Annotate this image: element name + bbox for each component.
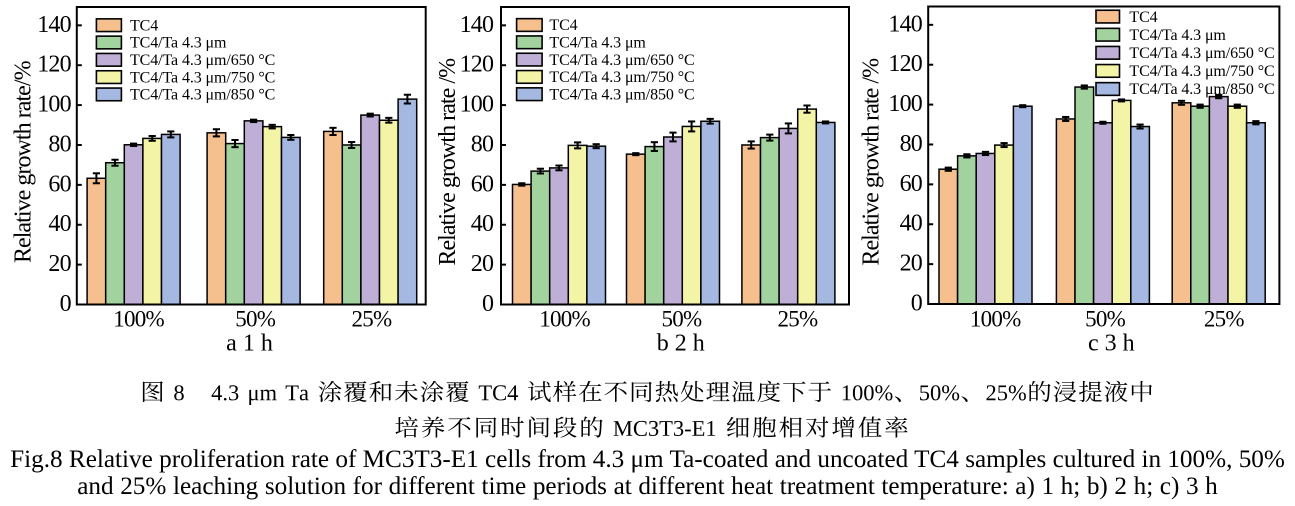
svg-text:80: 80 bbox=[471, 131, 494, 157]
svg-text:80: 80 bbox=[48, 131, 71, 157]
svg-text:40: 40 bbox=[900, 211, 923, 237]
svg-text:TC4/Ta 4.3 μm/650 °C: TC4/Ta 4.3 μm/650 °C bbox=[549, 52, 694, 69]
svg-text:140: 140 bbox=[460, 12, 494, 38]
svg-text:0: 0 bbox=[60, 291, 72, 317]
svg-text:Relative growth rate/%: Relative growth rate/% bbox=[11, 60, 37, 263]
svg-text:120: 120 bbox=[37, 52, 71, 78]
svg-text:100: 100 bbox=[888, 91, 922, 117]
svg-text:TC4/Ta 4.3 μm/850 °C: TC4/Ta 4.3 μm/850 °C bbox=[1129, 81, 1274, 98]
svg-text:140: 140 bbox=[888, 11, 922, 37]
svg-text:TC4/Ta 4.3 μm/750 °C: TC4/Ta 4.3 μm/750 °C bbox=[1129, 63, 1274, 80]
svg-text:c 3 h: c 3 h bbox=[1088, 331, 1135, 357]
svg-text:40: 40 bbox=[471, 211, 494, 237]
svg-text:100: 100 bbox=[37, 92, 71, 118]
svg-text:TC4/Ta 4.3 μm: TC4/Ta 4.3 μm bbox=[1129, 27, 1226, 44]
svg-text:20: 20 bbox=[900, 251, 923, 277]
svg-text:100%: 100% bbox=[113, 307, 164, 332]
svg-text:100: 100 bbox=[460, 92, 494, 118]
svg-text:100%: 100% bbox=[539, 307, 590, 332]
svg-text:Relative growth rate /%: Relative growth rate /% bbox=[859, 58, 885, 266]
svg-text:TC4/Ta 4.3 μm/650 °C: TC4/Ta 4.3 μm/650 °C bbox=[130, 52, 275, 69]
svg-text:TC4/Ta 4.3 μm: TC4/Ta 4.3 μm bbox=[130, 35, 227, 52]
svg-text:TC4/Ta 4.3 μm/850 °C: TC4/Ta 4.3 μm/850 °C bbox=[549, 86, 694, 103]
svg-text:20: 20 bbox=[48, 251, 71, 277]
svg-text:TC4/Ta 4.3 μm/650 °C: TC4/Ta 4.3 μm/650 °C bbox=[1129, 45, 1274, 62]
svg-text:Relative growth rate /%: Relative growth rate /% bbox=[435, 58, 461, 266]
svg-text:25%: 25% bbox=[351, 307, 392, 332]
svg-text:TC4/Ta 4.3 μm/750 °C: TC4/Ta 4.3 μm/750 °C bbox=[549, 69, 694, 86]
svg-text:b 2 h: b 2 h bbox=[657, 331, 705, 357]
svg-text:20: 20 bbox=[471, 251, 494, 277]
svg-text:TC4: TC4 bbox=[549, 17, 577, 34]
svg-text:and 25% leaching solution for: and 25% leaching solution for different … bbox=[77, 473, 1218, 500]
svg-text:50%: 50% bbox=[1085, 307, 1126, 332]
svg-text:TC4/Ta 4.3 μm: TC4/Ta 4.3 μm bbox=[549, 35, 646, 52]
svg-text:TC4/Ta 4.3 μm/750 °C: TC4/Ta 4.3 μm/750 °C bbox=[130, 69, 275, 86]
svg-text:Fig.8 Relative proliferation r: Fig.8 Relative proliferation rate of MC3… bbox=[10, 446, 1285, 473]
svg-text:40: 40 bbox=[48, 211, 71, 237]
svg-text:80: 80 bbox=[900, 131, 923, 157]
svg-text:50%: 50% bbox=[235, 307, 276, 332]
svg-text:a 1 h: a 1 h bbox=[226, 331, 273, 357]
svg-text:120: 120 bbox=[460, 52, 494, 78]
svg-text:TC4/Ta 4.3 μm/850 °C: TC4/Ta 4.3 μm/850 °C bbox=[130, 87, 275, 104]
svg-text:120: 120 bbox=[888, 51, 922, 77]
svg-text:50%: 50% bbox=[661, 307, 702, 332]
svg-text:100%: 100% bbox=[970, 307, 1021, 332]
svg-text:60: 60 bbox=[471, 171, 494, 197]
svg-text:25%: 25% bbox=[1204, 307, 1245, 332]
svg-text:TC4: TC4 bbox=[1129, 9, 1157, 26]
svg-text:0: 0 bbox=[911, 291, 923, 317]
svg-text:60: 60 bbox=[48, 171, 71, 197]
svg-text:60: 60 bbox=[900, 171, 923, 197]
svg-text:25%: 25% bbox=[778, 307, 819, 332]
svg-text:140: 140 bbox=[37, 12, 71, 38]
svg-text:TC4: TC4 bbox=[130, 17, 158, 34]
svg-text:0: 0 bbox=[482, 291, 494, 317]
